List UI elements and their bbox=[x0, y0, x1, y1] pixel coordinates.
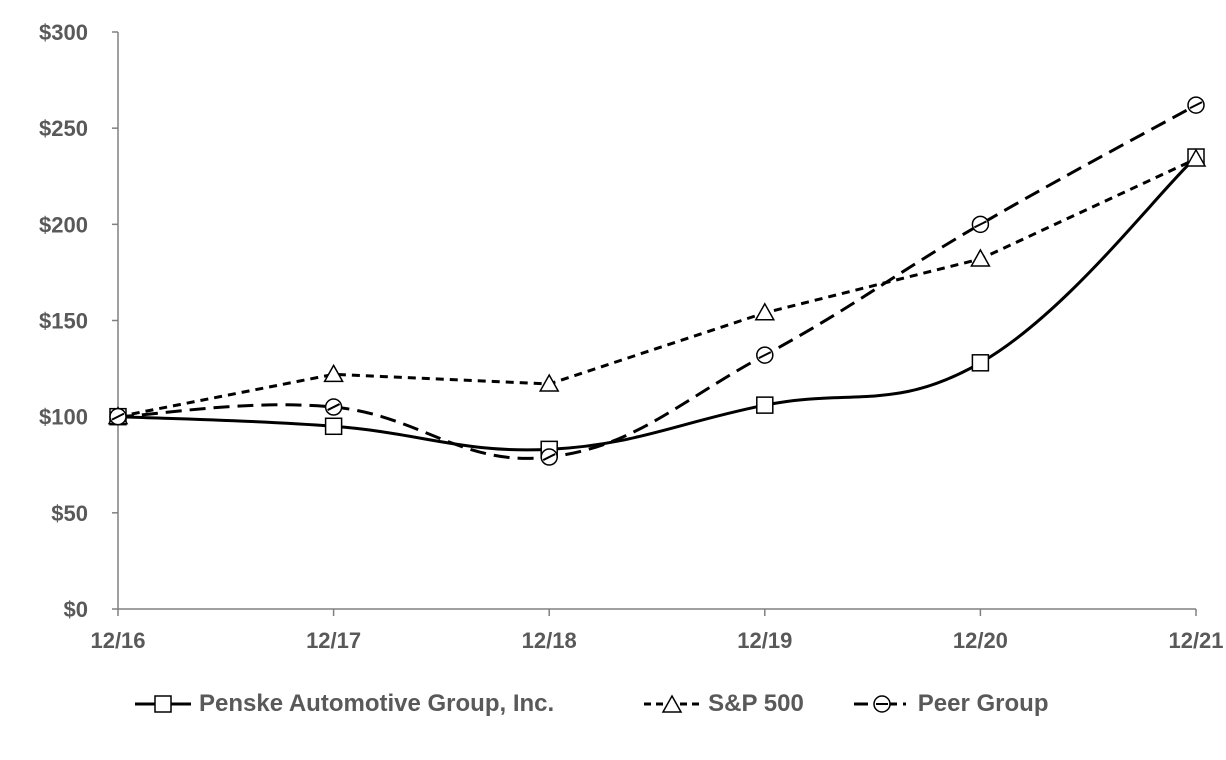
legend-label: Penske Automotive Group, Inc. bbox=[199, 690, 555, 717]
square-marker-icon bbox=[135, 695, 191, 713]
circle-marker bbox=[324, 398, 343, 416]
legend-item-sp500: S&P 500 bbox=[644, 690, 804, 718]
y-tick-label: $100 bbox=[39, 405, 88, 430]
triangle-marker bbox=[970, 248, 991, 267]
legend-label: Peer Group bbox=[917, 690, 1049, 717]
y-tick-label: $0 bbox=[64, 597, 88, 622]
series-0 bbox=[109, 148, 1205, 459]
triangle-marker bbox=[538, 373, 560, 392]
square-marker bbox=[324, 417, 343, 436]
triangle-marker bbox=[323, 363, 344, 383]
series-line bbox=[117, 155, 1198, 452]
circle-marker bbox=[540, 448, 558, 466]
circle-marker bbox=[971, 215, 990, 234]
triangle-marker bbox=[754, 302, 776, 321]
circle-marker bbox=[109, 407, 127, 426]
x-tick-label: 12/21 bbox=[1168, 628, 1223, 653]
series-line bbox=[117, 103, 1197, 460]
square-marker bbox=[971, 354, 990, 372]
circle-marker-icon bbox=[853, 695, 910, 713]
circle-marker bbox=[1187, 96, 1205, 114]
series-2 bbox=[109, 96, 1205, 466]
y-tick-label: $250 bbox=[39, 116, 88, 141]
x-tick-label: 12/19 bbox=[737, 628, 792, 653]
series-line bbox=[117, 157, 1197, 419]
y-tick-label: $200 bbox=[39, 212, 88, 237]
y-tick-label: $150 bbox=[39, 309, 88, 334]
x-tick-label: 12/20 bbox=[953, 628, 1008, 653]
legend: Penske Automotive Group, Inc. S&P 500 Pe… bbox=[135, 690, 1099, 718]
legend-item-peer: Peer Group bbox=[853, 690, 1049, 718]
series-1 bbox=[107, 148, 1207, 425]
x-tick-label: 12/17 bbox=[306, 628, 361, 653]
circle-marker bbox=[756, 346, 774, 364]
x-tick-label: 12/16 bbox=[90, 628, 145, 653]
square-marker bbox=[756, 396, 774, 414]
legend-item-penske: Penske Automotive Group, Inc. bbox=[135, 690, 554, 718]
x-tick-label: 12/18 bbox=[522, 628, 577, 653]
legend-label: S&P 500 bbox=[708, 690, 804, 717]
triangle-marker bbox=[1185, 148, 1207, 167]
y-tick-label: $300 bbox=[39, 20, 88, 45]
y-tick-label: $50 bbox=[51, 501, 88, 526]
triangle-marker-icon bbox=[644, 694, 701, 713]
line-chart: $0 $50 $100 $150 $200 $250 $300 12/16 12/17 12/1… bbox=[39, 20, 1223, 653]
